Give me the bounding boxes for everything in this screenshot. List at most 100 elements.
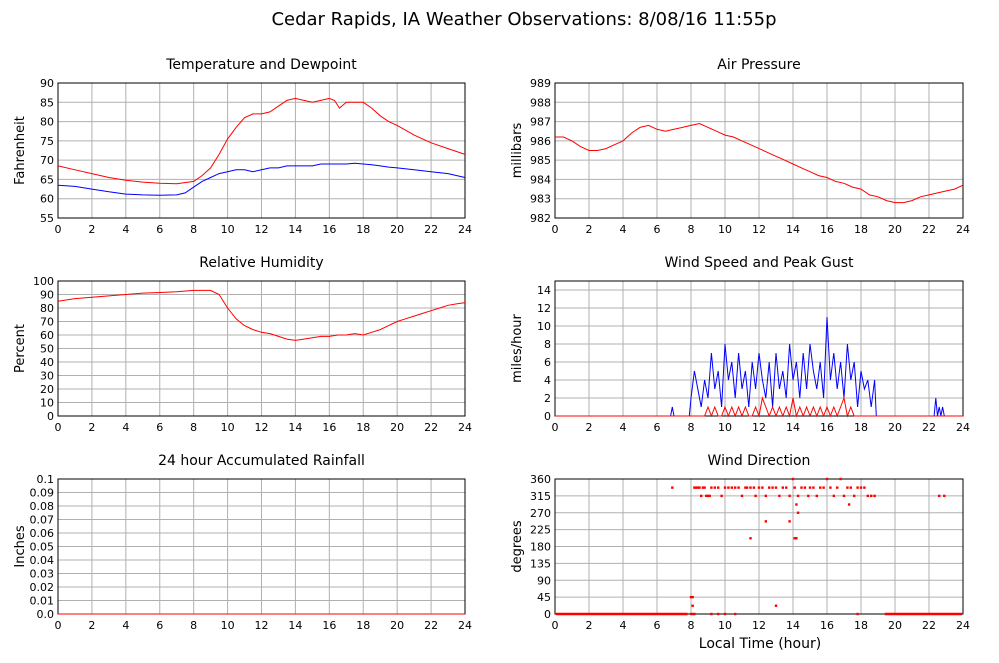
x-tick-label: 8 <box>190 619 197 632</box>
x-tick-label: 10 <box>718 619 732 632</box>
x-tick-label: 22 <box>424 421 438 434</box>
x-tick-label: 2 <box>88 619 95 632</box>
y-tick-label: 0.06 <box>30 527 55 540</box>
x-tick-label: 18 <box>356 223 370 236</box>
y-tick-label: 0.01 <box>30 595 55 608</box>
direction-point <box>795 537 798 540</box>
direction-point <box>706 494 710 498</box>
x-tick-label: 10 <box>221 223 235 236</box>
x-tick-label: 0 <box>552 619 559 632</box>
x-tick-label: 4 <box>122 223 129 236</box>
x-tick-label: 0 <box>552 223 559 236</box>
x-tick-label: 14 <box>786 223 800 236</box>
x-tick-label: 8 <box>688 421 695 434</box>
direction-point <box>870 494 873 498</box>
rain-y-axis-label: Inches <box>13 525 28 567</box>
direction-point <box>713 486 716 489</box>
y-tick-label: 10 <box>537 320 551 333</box>
y-tick-label: 0 <box>544 608 551 621</box>
y-tick-label: 987 <box>530 116 551 129</box>
x-tick-label: 24 <box>956 619 970 632</box>
direction-point <box>943 494 946 498</box>
direction-point <box>938 494 941 498</box>
y-tick-label: 315 <box>530 490 551 503</box>
direction-point <box>761 486 764 489</box>
direction-point <box>734 612 737 616</box>
x-tick-label: 20 <box>390 223 404 236</box>
x-tick-label: 6 <box>654 223 661 236</box>
direction-point <box>774 486 778 489</box>
direction-point <box>745 486 749 489</box>
direction-point <box>849 486 852 489</box>
pressure-y-axis-label: millibars <box>510 123 525 179</box>
direction-title: Wind Direction <box>708 453 811 469</box>
y-tick-label: 100 <box>33 275 54 288</box>
y-tick-label: 0 <box>544 410 551 423</box>
x-tick-label: 24 <box>956 223 970 236</box>
y-tick-label: 0.03 <box>30 568 55 581</box>
y-tick-label: 986 <box>530 135 551 148</box>
direction-point <box>795 503 798 506</box>
y-tick-label: 0.02 <box>30 581 55 594</box>
y-tick-label: 80 <box>40 116 54 129</box>
x-tick-label: 14 <box>288 223 302 236</box>
y-tick-label: 60 <box>40 329 54 342</box>
y-tick-label: 75 <box>40 135 54 148</box>
direction-point <box>819 486 822 489</box>
y-tick-label: 45 <box>537 591 551 604</box>
x-tick-label: 12 <box>752 421 766 434</box>
x-tick-label: 20 <box>888 421 902 434</box>
x-tick-label: 16 <box>820 421 834 434</box>
x-tick-label: 20 <box>888 619 902 632</box>
y-tick-label: 180 <box>530 541 551 554</box>
direction-point <box>700 494 703 498</box>
direction-point <box>705 494 708 498</box>
x-tick-label: 4 <box>122 619 129 632</box>
x-tick-label: 16 <box>820 619 834 632</box>
direction-point <box>796 511 800 514</box>
humidity-y-axis-label: Percent <box>13 324 28 373</box>
direction-point <box>752 486 756 489</box>
y-tick-label: 14 <box>537 284 551 297</box>
x-tick-label: 20 <box>390 619 404 632</box>
x-tick-label: 10 <box>718 421 732 434</box>
x-tick-label: 8 <box>190 223 197 236</box>
direction-point <box>689 612 693 616</box>
x-tick-label: 24 <box>458 421 472 434</box>
direction-point <box>689 595 693 599</box>
direction-point <box>671 486 674 489</box>
direction-point <box>793 486 796 489</box>
direction-point <box>793 537 796 540</box>
y-tick-label: 0.09 <box>30 487 55 500</box>
y-tick-label: 65 <box>40 173 54 186</box>
direction-point <box>788 494 791 498</box>
y-tick-label: 10 <box>40 397 54 410</box>
y-tick-label: 50 <box>40 343 54 356</box>
direction-panel: 0 2 4 6 8 10 12 14 16 18 20 22 240459013518022527031… <box>510 453 970 632</box>
x-tick-label: 12 <box>255 421 269 434</box>
direction-point <box>856 612 859 616</box>
x-tick-label: 6 <box>654 421 661 434</box>
y-tick-label: 70 <box>40 154 54 167</box>
x-tick-label: 16 <box>820 223 834 236</box>
direction-point <box>815 494 818 498</box>
x-tick-label: 10 <box>221 619 235 632</box>
x-tick-label: 22 <box>922 619 936 632</box>
x-tick-label: 16 <box>322 619 336 632</box>
direction-point <box>873 494 876 498</box>
x-tick-label: 0 <box>55 223 62 236</box>
x-tick-label: 4 <box>620 619 627 632</box>
direction-point <box>822 486 825 489</box>
x-tick-label: 2 <box>88 421 95 434</box>
direction-point <box>788 520 791 523</box>
temp-panel: 0 2 4 6 8 10 12 14 16 18 20 22 245560657075808590Tem… <box>13 57 472 236</box>
x-tick-label: 14 <box>786 619 800 632</box>
direction-point <box>754 494 757 498</box>
direction-point <box>757 486 761 489</box>
direction-point <box>764 520 767 523</box>
direction-point <box>791 477 795 481</box>
direction-point <box>863 486 866 489</box>
x-tick-label: 14 <box>288 421 302 434</box>
